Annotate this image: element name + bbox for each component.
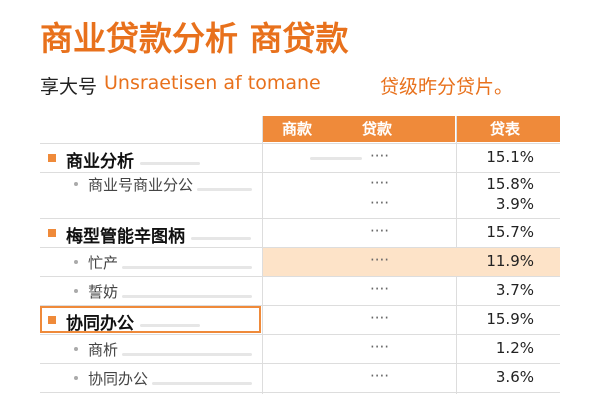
dots: ···· <box>370 308 390 327</box>
dots: ···· <box>370 146 390 165</box>
dots: ···· <box>370 279 390 298</box>
row-label: 协同办公 <box>88 369 149 388</box>
bullet <box>74 375 78 380</box>
bullet <box>74 346 78 351</box>
row-separator <box>40 392 560 393</box>
row-label: 梅型管能辛图柄 <box>66 226 185 247</box>
dots: ···· <box>370 337 390 356</box>
value: 15.1% <box>486 147 534 166</box>
column-header: 贷款 <box>362 120 393 138</box>
column-header: 商款 <box>282 120 313 138</box>
dots: ···· <box>370 250 390 269</box>
value: 3.6% <box>495 367 534 386</box>
row-label: 商业分析 <box>66 151 134 172</box>
value: 1.2% <box>495 338 534 357</box>
decor-bar <box>191 236 251 240</box>
header-cell <box>457 116 560 142</box>
bullet <box>48 315 56 324</box>
bullet <box>74 259 78 264</box>
column-divider <box>262 116 263 394</box>
subtitle: 享大号 <box>40 76 98 98</box>
row-label: 商业号商业分公 <box>88 176 194 194</box>
value: 15.7% <box>486 222 534 241</box>
decor-bar <box>197 188 252 191</box>
bullet <box>48 153 56 162</box>
bullet <box>74 182 78 186</box>
value: 3.7% <box>495 280 534 299</box>
row-separator <box>40 363 560 364</box>
decor-bar <box>152 381 252 385</box>
column-header: 贷表 <box>490 120 521 138</box>
row-separator <box>40 172 560 173</box>
row-separator <box>40 143 560 144</box>
value: 15.9% <box>486 309 534 328</box>
row-separator <box>40 218 560 219</box>
row-separator <box>40 305 560 306</box>
row-label: 商析 <box>88 340 119 359</box>
value: 3.9% <box>495 195 534 213</box>
row-separator <box>40 334 560 335</box>
dots: ···· <box>370 194 390 212</box>
subtitle: 贷级昨分贷片。 <box>380 76 514 98</box>
dots: ···· <box>370 174 390 192</box>
row-separator <box>40 247 560 248</box>
header-cell <box>262 116 455 142</box>
dots: ···· <box>370 221 390 240</box>
value: 15.8% <box>486 175 534 193</box>
decor-bar <box>140 161 200 165</box>
subtitle: Unsraetisen af tomane <box>104 72 321 94</box>
row-highlight <box>263 247 560 276</box>
bullet <box>74 288 78 293</box>
row-label: 誓妨 <box>88 282 119 301</box>
row-label: 协同办公 <box>66 313 134 334</box>
dots: ···· <box>370 366 390 385</box>
row-separator <box>40 276 560 277</box>
row-box <box>40 306 261 333</box>
decor-bar <box>122 294 252 298</box>
title: 商业贷款分析 商贷款 <box>40 19 349 58</box>
bullet <box>48 228 56 237</box>
decor-bar <box>122 352 252 356</box>
decor-bar <box>310 156 362 160</box>
decor-bar <box>122 265 252 269</box>
row-label: 忙产 <box>88 253 119 272</box>
value: 11.9% <box>486 251 534 270</box>
decor-bar <box>140 323 200 327</box>
